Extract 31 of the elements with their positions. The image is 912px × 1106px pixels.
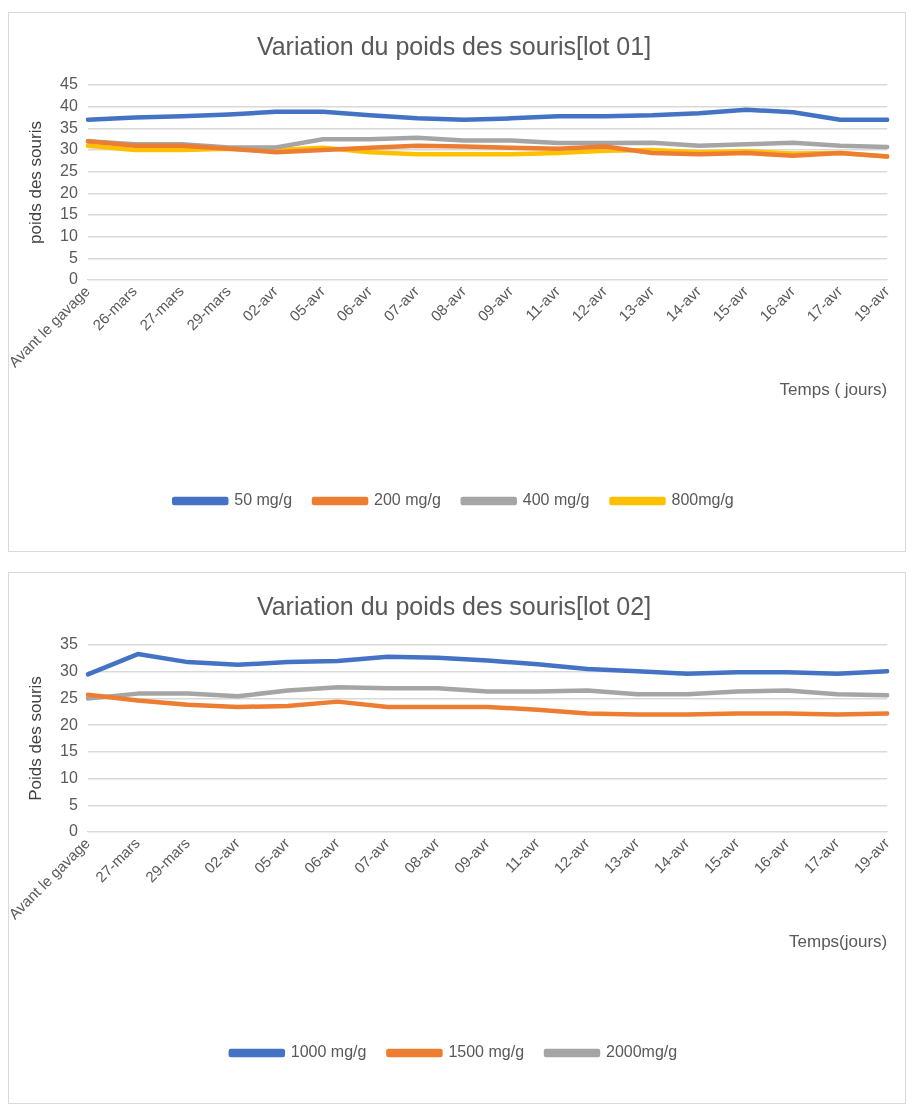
chart-title: Variation du poids des souris[lot 01] [256,31,652,60]
legend-label: 200 mg/g [374,491,441,509]
x-axis-title: Temps(jours) [789,932,888,952]
legend-label: 800mg/g [671,491,734,509]
y-tick-label: 15 [60,205,78,223]
y-tick-label: 25 [60,688,78,706]
y-tick-label: 10 [60,227,78,245]
y-tick-label: 20 [60,183,78,201]
y-tick-label: 5 [68,795,78,813]
y-axis-title: Poids des souris [25,676,45,801]
y-tick-label: 30 [60,140,78,158]
y-tick-label: 15 [60,742,78,760]
legend-label: 2000mg/g [606,1043,678,1061]
chart-title: Variation du poids des souris[lot 02] [256,591,652,620]
x-axis-title: Temps ( jours) [779,380,888,400]
y-tick-label: 45 [60,75,78,93]
y-tick-label: 5 [68,248,78,266]
y-tick-label: 35 [60,118,78,136]
y-tick-label: 40 [60,97,78,115]
y-tick-label: 20 [60,715,78,733]
y-tick-label: 0 [68,822,78,840]
y-tick-label: 10 [60,768,78,786]
y-axis-title: poids des souris [25,121,45,244]
y-tick-label: 0 [68,270,78,288]
legend-label: 1500 mg/g [448,1043,525,1061]
legend-label: 1000 mg/g [290,1043,367,1061]
y-tick-label: 25 [60,162,78,180]
legend-label: 400 mg/g [522,491,590,509]
y-tick-label: 30 [60,662,78,680]
legend-label: 50 mg/g [234,491,293,509]
y-tick-label: 35 [60,635,78,653]
